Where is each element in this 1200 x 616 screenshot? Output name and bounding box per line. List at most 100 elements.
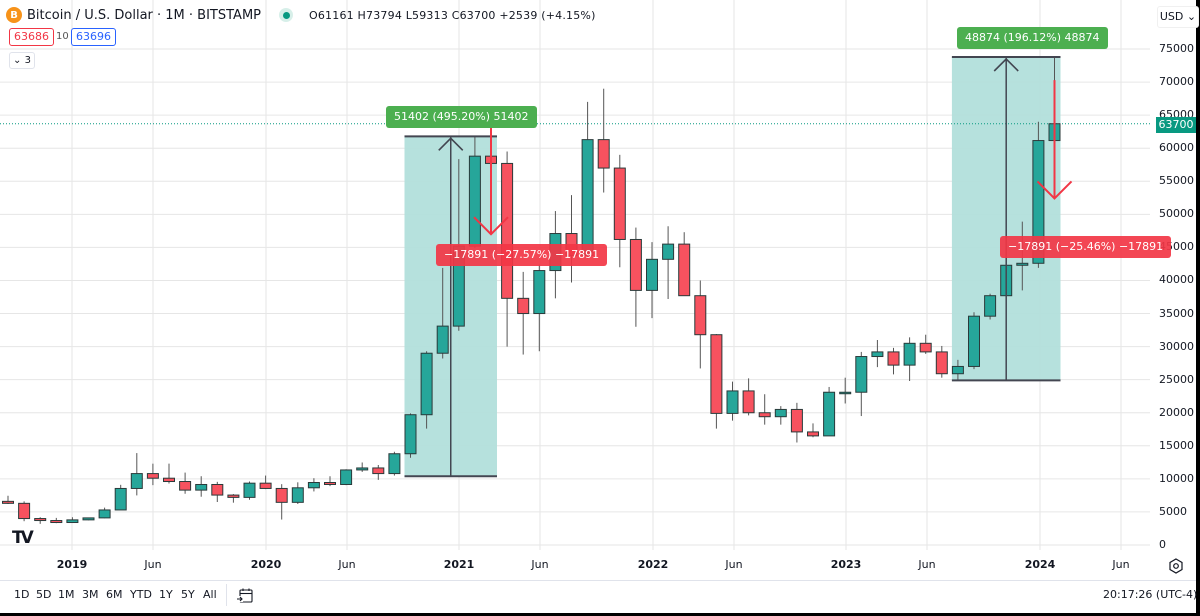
candle-2020-03[interactable] (275, 487, 288, 503)
candle-2020-06[interactable] (324, 482, 336, 485)
candle-2023-09[interactable] (951, 365, 964, 375)
candle-2023-03[interactable] (855, 356, 868, 393)
chart-plot-area[interactable] (0, 0, 1196, 580)
candle-2020-05[interactable] (307, 482, 320, 489)
range-button-3m[interactable]: 3M (82, 588, 99, 601)
candle-2023-07[interactable] (919, 342, 932, 353)
tradingview-logo-icon[interactable]: TV (12, 528, 34, 548)
candle-2020-07[interactable] (340, 469, 353, 485)
candle-2019-05[interactable] (114, 487, 127, 511)
bitcoin-logo-icon: B (6, 7, 22, 23)
measure-arrow-up-icon (438, 137, 464, 151)
candle-2019-01[interactable] (50, 520, 63, 524)
candle-2022-10[interactable] (774, 408, 787, 418)
time-axis-label: 2024 (1024, 558, 1056, 571)
candle-2022-12[interactable] (807, 431, 819, 437)
time-axis-label: Jun (144, 558, 162, 571)
go-to-date-calendar-icon[interactable] (236, 587, 254, 605)
candle-2022-04[interactable] (678, 243, 691, 297)
candle-2021-06[interactable] (517, 297, 530, 315)
price-axis-label: 50000 (1159, 207, 1194, 221)
measure-label-down[interactable]: −17891 (−25.46%) −17891 (1000, 236, 1172, 258)
candle-2018-10[interactable] (2, 500, 14, 504)
time-axis-label: 2023 (830, 558, 862, 571)
candle-2024-01[interactable] (1016, 262, 1029, 266)
candle-2019-06[interactable] (130, 473, 143, 489)
candle-2020-09[interactable] (372, 467, 385, 475)
candle-2021-05[interactable] (501, 162, 514, 299)
candle-2023-02[interactable] (839, 391, 852, 395)
range-button-5d[interactable]: 5D (36, 588, 52, 601)
candle-2023-11[interactable] (984, 295, 997, 317)
candle-2019-12[interactable] (227, 494, 240, 498)
range-button-1y[interactable]: 1Y (159, 588, 173, 601)
buy-price-button[interactable]: 63696 (71, 28, 116, 46)
price-axis-label: 30000 (1159, 339, 1194, 353)
range-button-1m[interactable]: 1M (58, 588, 75, 601)
candle-2022-11[interactable] (790, 408, 803, 433)
candle-2020-08[interactable] (356, 467, 369, 471)
candle-2019-07[interactable] (146, 473, 159, 479)
candle-2018-12[interactable] (34, 518, 47, 522)
range-button-ytd[interactable]: YTD (130, 588, 152, 601)
candle-2022-08[interactable] (742, 390, 755, 414)
candle-2022-09[interactable] (758, 412, 771, 418)
candle-2019-09[interactable] (179, 481, 192, 491)
candle-2018-11[interactable] (18, 502, 31, 520)
measure-label-up[interactable]: 48874 (196.12%) 48874 (957, 27, 1108, 49)
candle-2022-03[interactable] (662, 243, 675, 260)
sell-price-button[interactable]: 63686 (9, 28, 54, 46)
candle-2020-11[interactable] (404, 414, 417, 455)
candle-2022-05[interactable] (694, 295, 707, 336)
range-button-6m[interactable]: 6M (106, 588, 123, 601)
candle-2019-03[interactable] (82, 517, 95, 521)
candle-2024-02[interactable] (1032, 140, 1045, 264)
candle-2023-05[interactable] (887, 351, 900, 366)
range-button-5y[interactable]: 5Y (181, 588, 195, 601)
candle-2020-04[interactable] (291, 487, 304, 503)
candle-2022-02[interactable] (646, 258, 658, 291)
price-axis-label: 75000 (1159, 42, 1194, 56)
time-axis-label: Jun (338, 558, 356, 571)
candle-2021-03[interactable] (468, 155, 481, 247)
candle-2020-01[interactable] (243, 482, 256, 498)
price-axis-label: 70000 (1159, 75, 1194, 89)
spread-value: 10 (56, 31, 69, 42)
measure-label-up[interactable]: 51402 (495.20%) 51402 (386, 106, 537, 128)
candle-2019-04[interactable] (98, 509, 111, 519)
candle-2022-01[interactable] (629, 238, 642, 291)
candle-2019-02[interactable] (66, 519, 79, 524)
time-axis-label: 2019 (56, 558, 88, 571)
currency-select[interactable]: USD ⌄ (1157, 6, 1199, 28)
price-axis-label: 15000 (1159, 438, 1194, 452)
candle-2023-10[interactable] (968, 315, 980, 367)
symbol-title[interactable]: Bitcoin / U.S. Dollar · 1M · BITSTAMP (27, 7, 261, 23)
price-axis-label: 10000 (1159, 471, 1194, 485)
candle-2021-07[interactable] (533, 270, 546, 315)
range-button-1d[interactable]: 1D (14, 588, 30, 601)
candle-2023-01[interactable] (823, 391, 836, 437)
candle-2020-12[interactable] (420, 352, 433, 416)
candle-2020-10[interactable] (388, 453, 401, 475)
range-button-all[interactable]: All (203, 588, 217, 601)
time-axis-label: 2020 (250, 558, 282, 571)
candle-2021-10[interactable] (581, 139, 594, 256)
candle-2022-06[interactable] (710, 334, 723, 414)
candle-2021-11[interactable] (597, 139, 610, 169)
settings-gear-icon[interactable] (1168, 558, 1184, 574)
measure-label-down[interactable]: −17891 (−27.57%) −17891 (436, 244, 608, 266)
candle-2023-08[interactable] (935, 351, 948, 375)
candle-2019-10[interactable] (195, 483, 208, 491)
candle-2022-07[interactable] (726, 390, 739, 414)
candle-2020-02[interactable] (259, 482, 272, 489)
candle-2021-01[interactable] (436, 325, 449, 354)
time-axis-label: Jun (531, 558, 549, 571)
indicators-toggle-button[interactable]: ⌄ 3 (9, 52, 35, 69)
candle-2023-04[interactable] (871, 351, 884, 358)
clock-timezone[interactable]: 20:17:26 (UTC-4) (1103, 588, 1198, 601)
divider (226, 584, 227, 606)
candle-2019-08[interactable] (163, 477, 175, 483)
candle-2023-06[interactable] (903, 342, 916, 366)
candle-2019-11[interactable] (211, 483, 224, 496)
candle-2021-12[interactable] (613, 167, 626, 240)
